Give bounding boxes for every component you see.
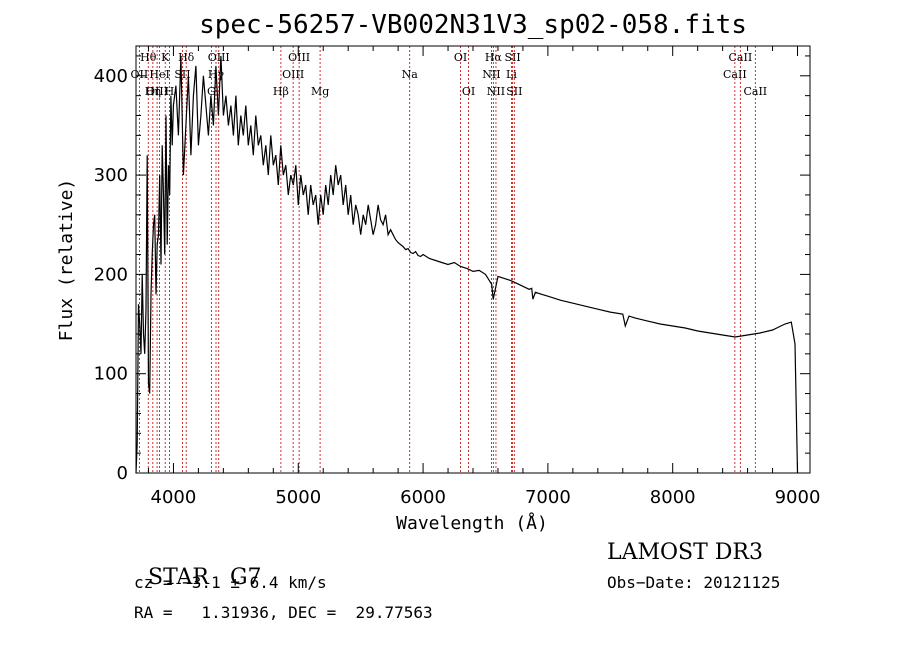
- spectral-line-label: OI: [462, 85, 475, 98]
- spectral-line-label: OIII: [146, 85, 168, 98]
- spectral-line-label: CaII: [723, 68, 747, 81]
- spectral-line-label: OIII: [288, 51, 310, 64]
- spectral-line-label: Hα: [485, 51, 503, 64]
- observation-date: Obs−Date: 20121125: [607, 573, 781, 592]
- x-tick-label: 7000: [525, 487, 571, 508]
- spectral-line-label: HeI: [149, 68, 169, 81]
- spectral-line-label: Hδ: [178, 51, 195, 64]
- x-tick-label: 5000: [275, 487, 321, 508]
- spectral-line-label: CaII: [729, 51, 753, 64]
- y-axis: 0 100 200 300 400: [94, 55, 810, 484]
- x-tick-label: 4000: [151, 487, 197, 508]
- spectrum-line: [135, 55, 799, 474]
- object-class: STAR G7: [134, 540, 262, 590]
- spectral-line-label: SII: [506, 85, 522, 98]
- x-tick-label: 6000: [400, 487, 446, 508]
- spectral-line-label: NII: [487, 85, 505, 98]
- spectral-line-label: Hβ: [273, 85, 289, 98]
- spectral-line-label: OIII: [282, 68, 304, 81]
- spectral-line-label: Hγ: [208, 68, 225, 81]
- spectral-line-label: Hθ: [140, 51, 157, 64]
- x-tick-label: 9000: [775, 487, 821, 508]
- chart-title: spec-56257-VB002N31V3_sp02-058.fits: [199, 10, 747, 40]
- x-axis: 4000 5000 6000 7000 8000 9000: [147, 46, 821, 508]
- x-tick-label: 8000: [650, 487, 696, 508]
- spectral-line-label: SII: [174, 68, 190, 81]
- y-axis-label: Flux (relative): [56, 179, 77, 342]
- class-text: STAR: [148, 565, 209, 590]
- redshift-cz: cz = −3.1 ± 6.4 km/s: [134, 573, 327, 592]
- spectral-line-label: Hη: [145, 85, 161, 98]
- spectral-line-label: Mg: [311, 85, 329, 98]
- survey-name: LAMOST DR3: [607, 540, 763, 565]
- subclass-text: G7: [229, 565, 262, 590]
- y-tick-label: 100: [94, 364, 128, 385]
- spectral-line-label: NII: [482, 68, 500, 81]
- spectral-line-label: G: [207, 85, 216, 98]
- spectral-line-label: H: [165, 85, 175, 98]
- y-tick-label: 400: [94, 66, 128, 87]
- spectral-line-label: Li: [506, 68, 517, 81]
- y-tick-label: 0: [117, 463, 128, 484]
- spectral-line-label: SII: [504, 51, 520, 64]
- spectral-line-label: CaII: [743, 85, 767, 98]
- ra-dec: RA = 1.31936, DEC = 29.77563: [134, 603, 433, 622]
- spectral-line-label: Na: [402, 68, 419, 81]
- spectral-line-label: K: [161, 51, 170, 64]
- spectral-line-label: OII: [131, 68, 149, 81]
- spectral-line-label: OI: [454, 51, 467, 64]
- y-tick-label: 200: [94, 264, 128, 285]
- y-tick-label: 300: [94, 165, 128, 186]
- spectral-line-label: OIII: [208, 51, 230, 64]
- x-axis-label: Wavelength (Å): [396, 512, 548, 534]
